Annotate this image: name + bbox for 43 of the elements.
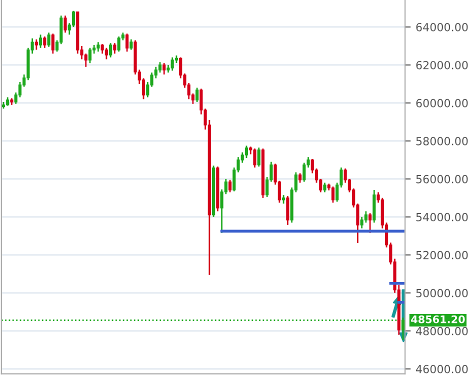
y-tick-label: 48000.00 [416,326,468,336]
y-tick-label: 64000.00 [416,22,468,32]
y-tick-label: 46000.00 [416,364,468,374]
candlestick [72,10,76,28]
candlestick [84,52,88,68]
candlestick [196,87,199,103]
candlestick [96,41,100,52]
y-tick-label: 58000.00 [416,136,468,146]
candlestick [170,56,174,72]
candlestick [331,186,335,204]
candlestick [364,210,368,224]
candlestick [244,145,248,159]
candlestick [298,172,302,184]
candlestick [228,179,232,193]
y-tick-label: 54000.00 [416,212,468,222]
candlestick [34,38,38,50]
candlestick [368,212,372,234]
candlestick [323,182,326,193]
y-tick-label: 62000.00 [416,60,468,70]
candlestick [113,42,116,54]
candlestick [401,316,405,341]
candlestick [286,195,290,226]
ref-line-label: 48561.20 [411,315,465,324]
candlestick [104,47,108,60]
candlestick [109,42,112,58]
candlestick [51,32,54,54]
candlestick [158,61,162,74]
y-tick-label: 56000.00 [416,174,468,184]
candlestick [117,36,120,52]
y-tick-label: 50000.00 [416,288,468,298]
candlestick [64,14,67,34]
candlestick [125,32,129,52]
candlestick [43,36,46,49]
candlestick [302,162,306,182]
candlestick [130,38,133,50]
y-tick-label: 60000.00 [416,98,468,108]
candlestick [253,148,256,168]
y-tick-label: 52000.00 [416,250,468,260]
candlestick [38,34,42,49]
candlestick [47,32,50,48]
candlestick [257,146,260,168]
candlestick [162,62,166,76]
candlestick [88,47,92,64]
